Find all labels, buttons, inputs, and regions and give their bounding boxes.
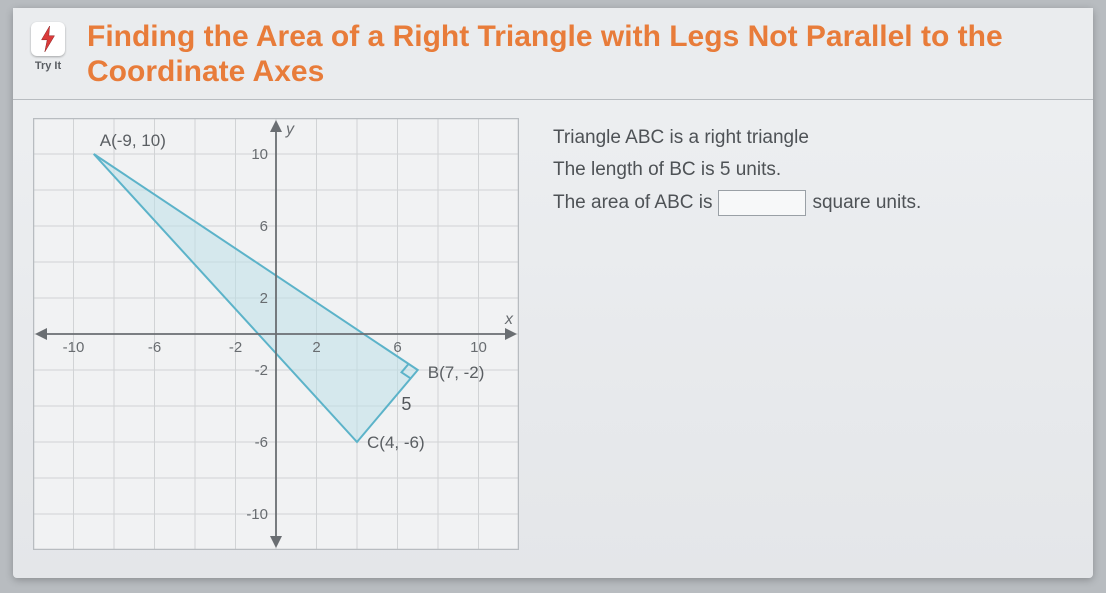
area-answer-input[interactable] [718, 190, 806, 216]
statement-line-3: The area of ABC is square units. [553, 187, 1073, 219]
svg-text:C(4, -6): C(4, -6) [367, 433, 425, 452]
svg-text:10: 10 [251, 146, 268, 163]
coordinate-graph: -10 -6 -2 2 6 10 -10 -6 -2 2 6 10 x y 5 A(-9, 10) B(7, -… [33, 118, 519, 550]
svg-text:-10: -10 [246, 506, 268, 523]
page: Try It Finding the Area of a Right Trian… [13, 8, 1093, 578]
svg-text:-2: -2 [255, 362, 268, 379]
question-panel: Triangle ABC is a right triangle The len… [553, 118, 1073, 550]
svg-text:6: 6 [393, 339, 401, 356]
statement-line-1: Triangle ABC is a right triangle [553, 122, 1073, 154]
svg-text:-6: -6 [255, 434, 268, 451]
header: Try It Finding the Area of a Right Trian… [13, 8, 1093, 100]
area-suffix: square units. [812, 187, 921, 219]
svg-text:y: y [285, 121, 295, 138]
try-it-label: Try It [35, 60, 61, 72]
svg-text:B(7, -2): B(7, -2) [428, 363, 485, 382]
svg-text:2: 2 [260, 290, 268, 307]
content: -10 -6 -2 2 6 10 -10 -6 -2 2 6 10 x y 5 A(-9, 10) B(7, -… [13, 100, 1093, 568]
svg-text:A(-9, 10): A(-9, 10) [100, 131, 166, 150]
svg-text:5: 5 [401, 394, 411, 414]
svg-text:-10: -10 [63, 339, 85, 356]
svg-text:-2: -2 [229, 339, 242, 356]
svg-text:10: 10 [470, 339, 487, 356]
svg-text:x: x [504, 311, 514, 328]
lightning-icon [31, 22, 65, 56]
page-title: Finding the Area of a Right Triangle wit… [87, 20, 1075, 89]
area-prefix: The area of ABC is [553, 187, 712, 219]
statement-line-2: The length of BC is 5 units. [553, 154, 1073, 186]
try-it-badge: Try It [31, 22, 65, 72]
svg-text:2: 2 [312, 339, 320, 356]
svg-text:6: 6 [260, 218, 268, 235]
svg-text:-6: -6 [148, 339, 161, 356]
